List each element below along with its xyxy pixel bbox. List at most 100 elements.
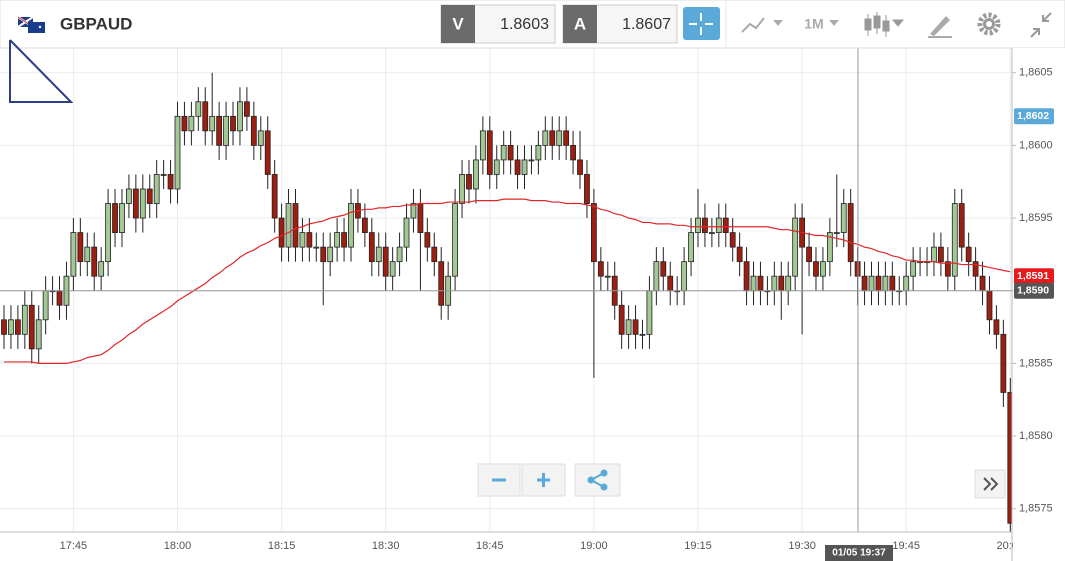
candle-body: [42, 290, 49, 321]
candle-body: [702, 217, 708, 233]
crosshair-price-label: 1,8590: [1017, 285, 1049, 297]
candle-body: [938, 246, 944, 263]
y-tick-label: 1,8580: [1019, 430, 1053, 442]
candle-body: [681, 261, 688, 292]
scroll-right-button[interactable]: [974, 469, 1006, 499]
candle-body: [382, 246, 389, 277]
candle-body: [230, 115, 236, 132]
bid-label: V: [452, 14, 464, 33]
candle-body: [840, 203, 847, 233]
x-tick-label: 18:45: [476, 540, 504, 552]
candle-body: [826, 232, 833, 263]
y-tick-label: 1,8595: [1019, 212, 1053, 224]
crosshair-time-box: [825, 545, 893, 561]
candle-body: [473, 159, 479, 190]
candle-body: [528, 159, 535, 162]
y-tick-label: 1,8605: [1019, 67, 1053, 79]
candle-body: [813, 261, 819, 277]
x-tick-label: 19:00: [580, 540, 608, 552]
candle-body: [868, 275, 875, 292]
candle-body: [778, 275, 785, 292]
candle-body: [98, 261, 105, 277]
candle-body: [188, 115, 195, 132]
candle-body: [993, 319, 1000, 335]
candle-body: [84, 246, 91, 263]
candle-body: [271, 174, 278, 219]
zoom-in-button[interactable]: [521, 463, 566, 497]
settings-button[interactable]: [977, 12, 1001, 36]
candle-body: [521, 159, 528, 175]
candle-body: [479, 130, 486, 161]
x-tick-label: 18:15: [268, 540, 296, 552]
candle-body: [861, 275, 868, 292]
candle-body: [389, 261, 396, 277]
candle-body: [181, 115, 188, 132]
candle-body: [903, 275, 910, 292]
ma-price-label: 1,8591: [1017, 270, 1049, 282]
x-tick-label: 18:30: [372, 540, 400, 552]
crosshair-price-label-box: [1014, 282, 1054, 299]
candle-body: [1007, 392, 1012, 524]
candle-body: [486, 130, 493, 175]
candle-body: [91, 246, 98, 277]
candle-body: [820, 261, 826, 277]
candle-body: [195, 101, 202, 117]
candle-body: [597, 261, 604, 277]
candle-body: [944, 261, 951, 277]
candle-body: [14, 319, 21, 335]
candle-body: [396, 246, 403, 263]
crosshair-time: 01/05 19:37: [832, 548, 886, 559]
candle-body: [965, 246, 972, 263]
candle-body: [202, 101, 209, 132]
timeframe-caret: [829, 20, 839, 26]
candle-body: [320, 246, 327, 263]
candle-body: [119, 203, 125, 233]
timeframe[interactable]: 1M: [804, 16, 823, 32]
candle-body: [459, 174, 465, 204]
candle-body: [452, 203, 459, 277]
candle-body: [771, 275, 778, 292]
candle-body: [160, 174, 167, 176]
candle-body: [313, 246, 320, 249]
candle-body: [1, 319, 7, 335]
candle-body: [28, 304, 35, 350]
candle-body: [126, 188, 132, 204]
candle-body: [466, 174, 472, 190]
candle-body: [958, 203, 965, 248]
price-axis-cover: [1013, 533, 1065, 561]
candle-body: [632, 319, 639, 335]
candle-body: [535, 144, 542, 161]
candle-body: [243, 101, 250, 117]
candle-body: [431, 246, 438, 263]
candle-body: [514, 159, 521, 175]
zoom-out-button[interactable]: [477, 463, 521, 497]
candle-body: [688, 232, 694, 263]
candle-body: [410, 203, 417, 219]
candle-body: [931, 246, 937, 263]
draw-button[interactable]: [928, 16, 952, 38]
candle-body: [951, 203, 958, 277]
candle-body: [591, 203, 597, 263]
candle-body: [708, 232, 715, 234]
candle-body: [334, 232, 341, 248]
indicators-button[interactable]: [741, 17, 783, 33]
y-tick-label: 1,8600: [1019, 139, 1053, 151]
candle-body: [715, 217, 722, 233]
candle-body: [646, 290, 653, 335]
chart-type-button[interactable]: [864, 12, 905, 37]
x-tick-label: 19:30: [788, 540, 816, 552]
candle-body: [1000, 333, 1007, 393]
candle-body: [348, 203, 354, 248]
candle-body: [833, 232, 840, 234]
crosshair-button[interactable]: [683, 7, 720, 40]
ask-value: 1.8607: [622, 16, 671, 33]
flag: [17, 16, 45, 33]
candle-body: [216, 115, 223, 146]
candle-body: [722, 217, 729, 233]
collapse-button[interactable]: [1030, 12, 1052, 38]
candle-body: [257, 130, 264, 146]
triangle-drawing[interactable]: [9, 39, 74, 103]
share-button[interactable]: [574, 463, 621, 497]
last-price-label: 1,8602: [1017, 110, 1049, 122]
candle-body: [882, 275, 889, 292]
